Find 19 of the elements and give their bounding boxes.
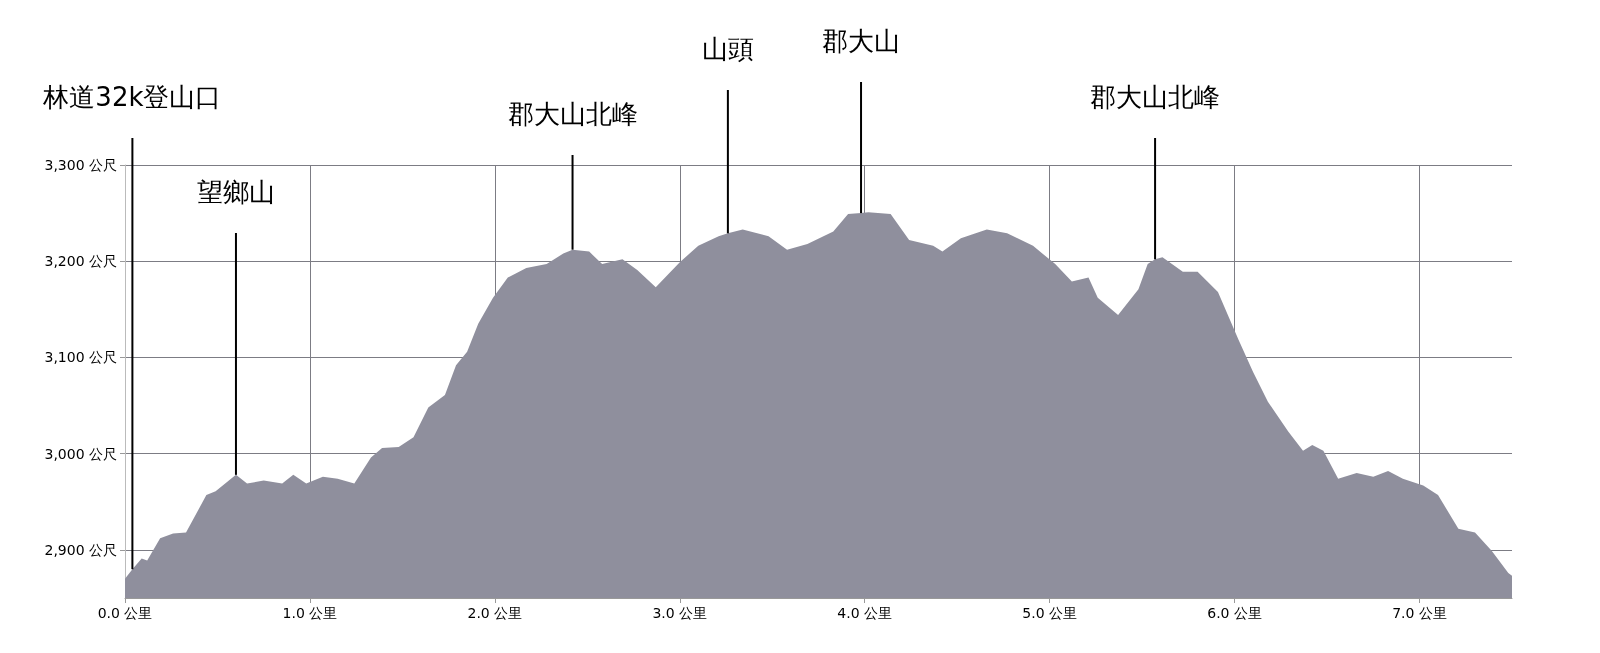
x-tick-label: 6.0 公里 (1207, 605, 1262, 621)
annotation: 山頭 (701, 34, 754, 64)
annotation: 林道32k登山口 (42, 82, 222, 112)
y-tick-label: 3,300 公尺 (44, 157, 117, 173)
y-tick-label: 2,900 公尺 (44, 541, 117, 558)
x-tick-label: 3.0 公里 (652, 605, 708, 621)
annotation: 郡大山 (822, 26, 901, 56)
annotation: 望鄉山 (196, 177, 275, 207)
y-tick-label: 3,200 公尺 (44, 253, 117, 270)
x-tick-label: 2.0 公里 (467, 605, 523, 621)
y-tick-label: 3,000 公尺 (44, 445, 117, 462)
annotation: 郡大山北峰 (1090, 82, 1221, 112)
annotation: 郡大山北峰 (507, 99, 638, 129)
x-tick-label: 1.0 公里 (282, 605, 338, 621)
x-tick-label: 5.0 公里 (1022, 605, 1078, 621)
x-tick-label: 7.0 公里 (1392, 605, 1447, 621)
x-tick-label: 4.0 公里 (837, 605, 893, 621)
x-tick-label: 0.0 公里 (97, 605, 153, 621)
y-tick-label: 3,100 公尺 (44, 349, 117, 366)
